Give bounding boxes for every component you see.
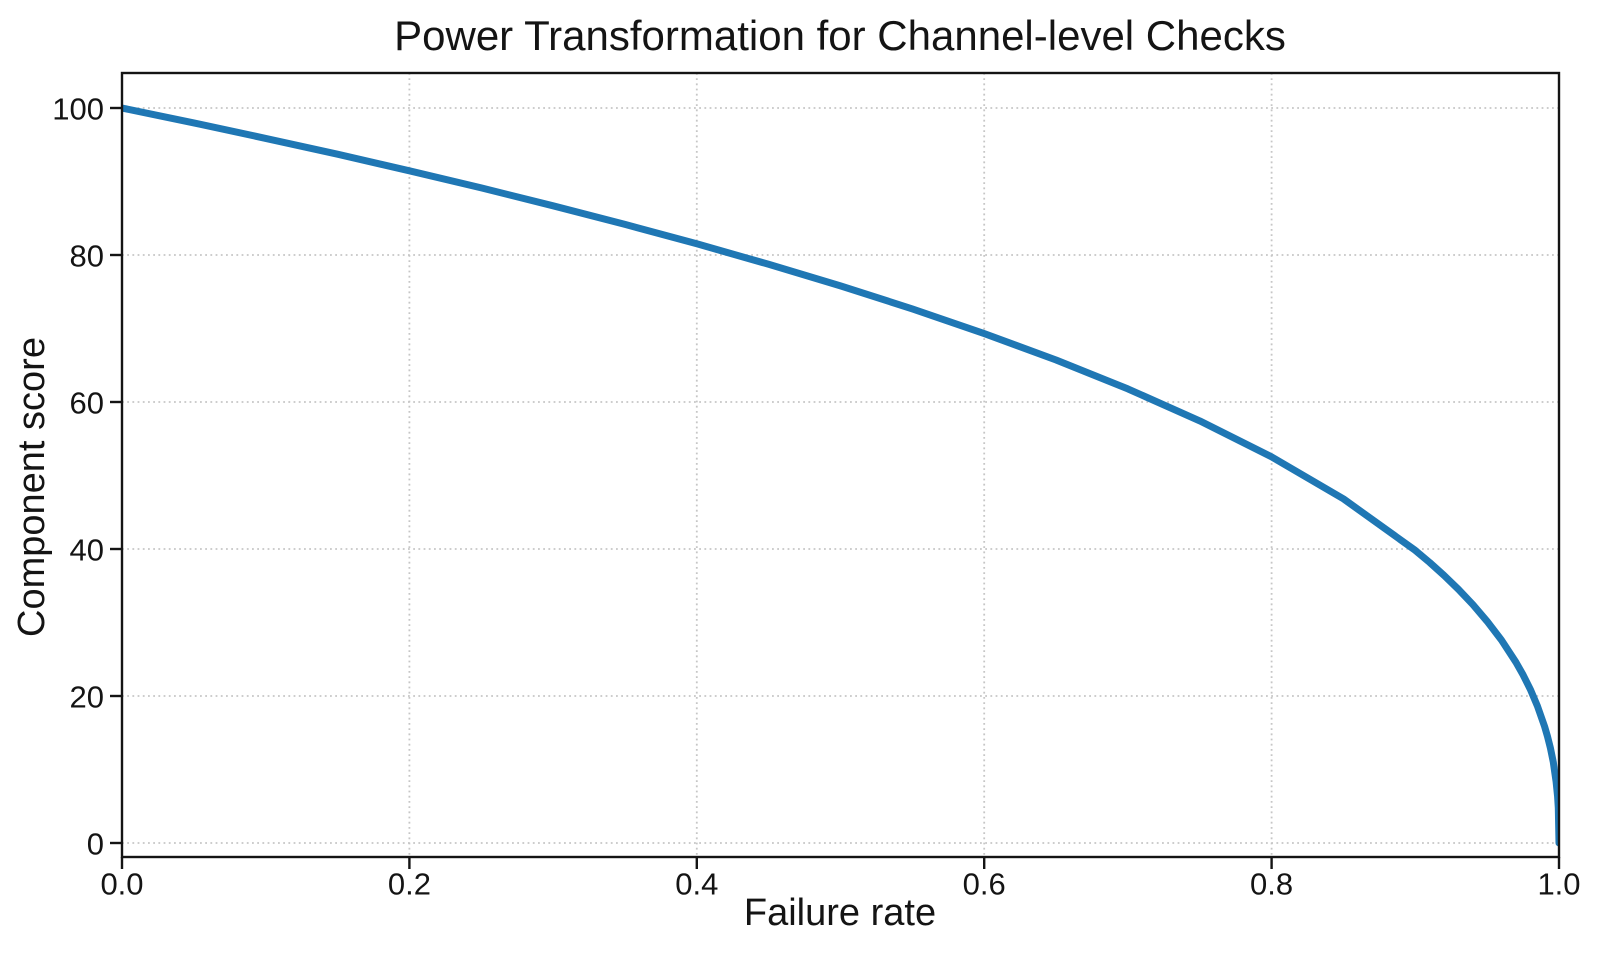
curve-layer <box>122 104 1559 847</box>
chart-title: Power Transformation for Channel-level C… <box>394 12 1286 59</box>
x-tick-label: 0.0 <box>100 866 143 901</box>
plot-border <box>120 71 1561 859</box>
y-tick-label: 60 <box>70 386 104 421</box>
x-tick-label: 1.0 <box>1537 866 1580 901</box>
y-tick-label: 0 <box>87 827 104 862</box>
x-tick-label: 0.6 <box>963 866 1006 901</box>
y-tick-label: 40 <box>70 533 104 568</box>
x-tick-label: 0.2 <box>388 866 431 901</box>
y-tick-label: 20 <box>70 680 104 715</box>
tick-labels: 0.0 0.2 0.4 0.6 0.8 1.0 0 20 40 60 80 100 <box>52 92 1580 902</box>
tick-marks <box>110 106 1561 869</box>
x-axis-label: Failure rate <box>744 892 936 934</box>
y-tick-label: 80 <box>70 239 104 274</box>
y-axis-label: Component score <box>11 337 53 637</box>
x-tick-label: 0.4 <box>675 866 718 901</box>
y-tick-label: 100 <box>52 92 104 127</box>
gridlines <box>121 73 1560 857</box>
x-tick-label: 0.8 <box>1250 866 1293 901</box>
curve-line <box>122 104 1559 847</box>
